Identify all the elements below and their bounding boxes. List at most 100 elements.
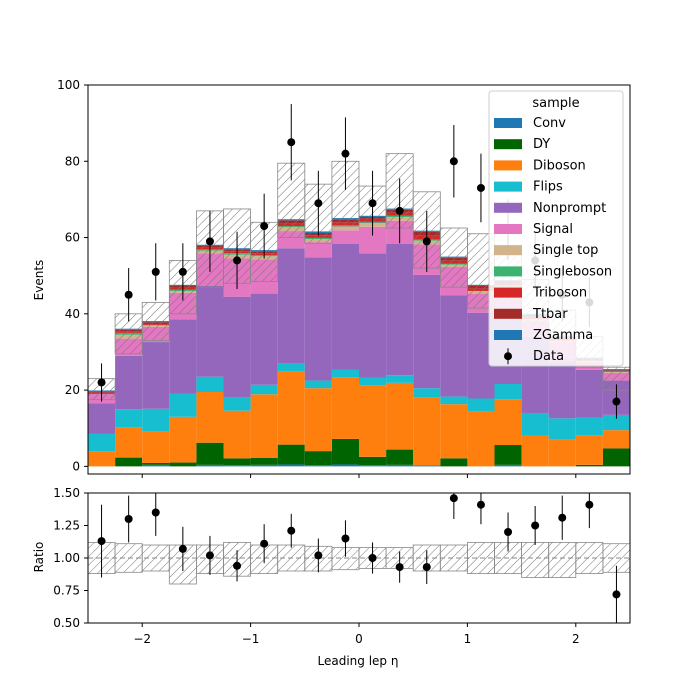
legend-title: sample (532, 96, 579, 111)
bar-flips (413, 388, 441, 398)
data-point (341, 149, 350, 158)
bar-dy (142, 462, 170, 465)
bar-nonprompt (575, 369, 603, 418)
bar-diboson (88, 451, 116, 467)
bar-nonprompt (304, 257, 332, 381)
legend-swatch (494, 287, 522, 298)
ratio-point (178, 544, 187, 553)
x-tick-label: −1 (242, 632, 260, 646)
bar-diboson (304, 388, 332, 452)
bar-conv (331, 464, 359, 467)
bar-nonprompt (359, 253, 387, 378)
bar-nonprompt (223, 296, 251, 398)
legend-entry: Data (533, 349, 564, 364)
ratio-band-group (88, 493, 630, 623)
bar-conv (359, 465, 387, 467)
bar-diboson (250, 394, 278, 458)
bar-diboson (602, 430, 630, 449)
data-point (314, 199, 323, 208)
bar-flips (196, 376, 224, 393)
bar-nonprompt (440, 295, 468, 397)
bar-flips (386, 375, 414, 383)
bar-diboson (548, 439, 576, 467)
bar-nonprompt (142, 342, 170, 409)
ratio-point (341, 534, 350, 543)
y-tick-label: 60 (65, 231, 80, 245)
legend-swatch (494, 308, 522, 319)
bar-conv (304, 465, 332, 467)
bar-nonprompt (331, 243, 359, 370)
bar-flips (88, 433, 116, 452)
ratio-point (504, 528, 513, 536)
ratio-point (287, 526, 296, 535)
bar-nonprompt (115, 355, 143, 410)
legend-swatch (494, 139, 522, 150)
bar-flips (359, 377, 387, 386)
legend-swatch (494, 330, 522, 340)
ratio-point (124, 515, 133, 523)
bar-nonprompt (250, 293, 278, 385)
legend-entry: ZGamma (533, 328, 593, 343)
ratio-uncertainty-band (521, 542, 550, 578)
bar-flips (142, 408, 170, 432)
legend-swatch (494, 118, 522, 128)
legend-entry: Ttbar (532, 307, 568, 322)
ratio-point (368, 554, 377, 562)
legend-swatch (494, 266, 522, 277)
ratio-point (97, 537, 106, 546)
legend-entry: Signal (533, 222, 573, 237)
data-point (205, 237, 214, 246)
bar-flips (440, 396, 468, 405)
ratio-y-tick-label: 1.25 (53, 519, 80, 533)
legend-swatch (494, 224, 522, 234)
bar-conv (386, 464, 414, 467)
bar-flips (494, 383, 522, 400)
bar-flips (304, 380, 332, 389)
bar-dy (440, 458, 468, 467)
bar-diboson (331, 377, 359, 439)
ratio-uncertainty-band (548, 542, 577, 578)
data-point (151, 267, 160, 276)
x-tick-label: 0 (355, 632, 363, 646)
bar-diboson (467, 411, 495, 467)
bar-dy (494, 445, 522, 465)
bar-nonprompt (548, 361, 576, 419)
uncertainty-band (439, 227, 468, 288)
bar-dy (196, 442, 224, 465)
bar-diboson (359, 385, 387, 457)
ratio-point (422, 563, 431, 572)
bar-diboson (115, 427, 143, 458)
legend-entry: Flips (533, 180, 563, 195)
data-point (97, 378, 106, 387)
bar-dy (277, 444, 305, 465)
bar-flips (250, 384, 278, 395)
bar-diboson (169, 416, 197, 463)
bar-conv (142, 464, 170, 467)
bar-diboson (277, 371, 305, 445)
y-tick-label: 20 (65, 383, 80, 397)
bar-dy (115, 457, 143, 467)
data-point (178, 267, 187, 276)
ratio-y-tick-label: 1.00 (53, 551, 80, 565)
data-point (476, 183, 485, 192)
x-tick-label: −2 (133, 632, 151, 646)
data-point (422, 237, 431, 246)
bar-dy (359, 456, 387, 466)
legend-entry: DY (533, 137, 550, 152)
bar-flips (223, 397, 251, 411)
ratio-point (233, 561, 242, 570)
bar-dy (386, 449, 414, 465)
bar-nonprompt (277, 248, 305, 364)
bar-dy (575, 464, 603, 467)
bar-single-top (331, 226, 359, 231)
y-tick-label: 80 (65, 154, 80, 168)
bar-nonprompt (169, 319, 197, 394)
ratio-point (585, 500, 594, 509)
bar-flips (602, 414, 630, 431)
legend-entry: Nonprompt (533, 201, 606, 216)
bar-dy (602, 448, 630, 467)
bar-nonprompt (196, 285, 224, 377)
y-tick-label: 40 (65, 307, 80, 321)
ratio-panel: 0.50 0.75 1.00 1.25 1.50 −2 −1 0 1 2 (53, 486, 631, 646)
